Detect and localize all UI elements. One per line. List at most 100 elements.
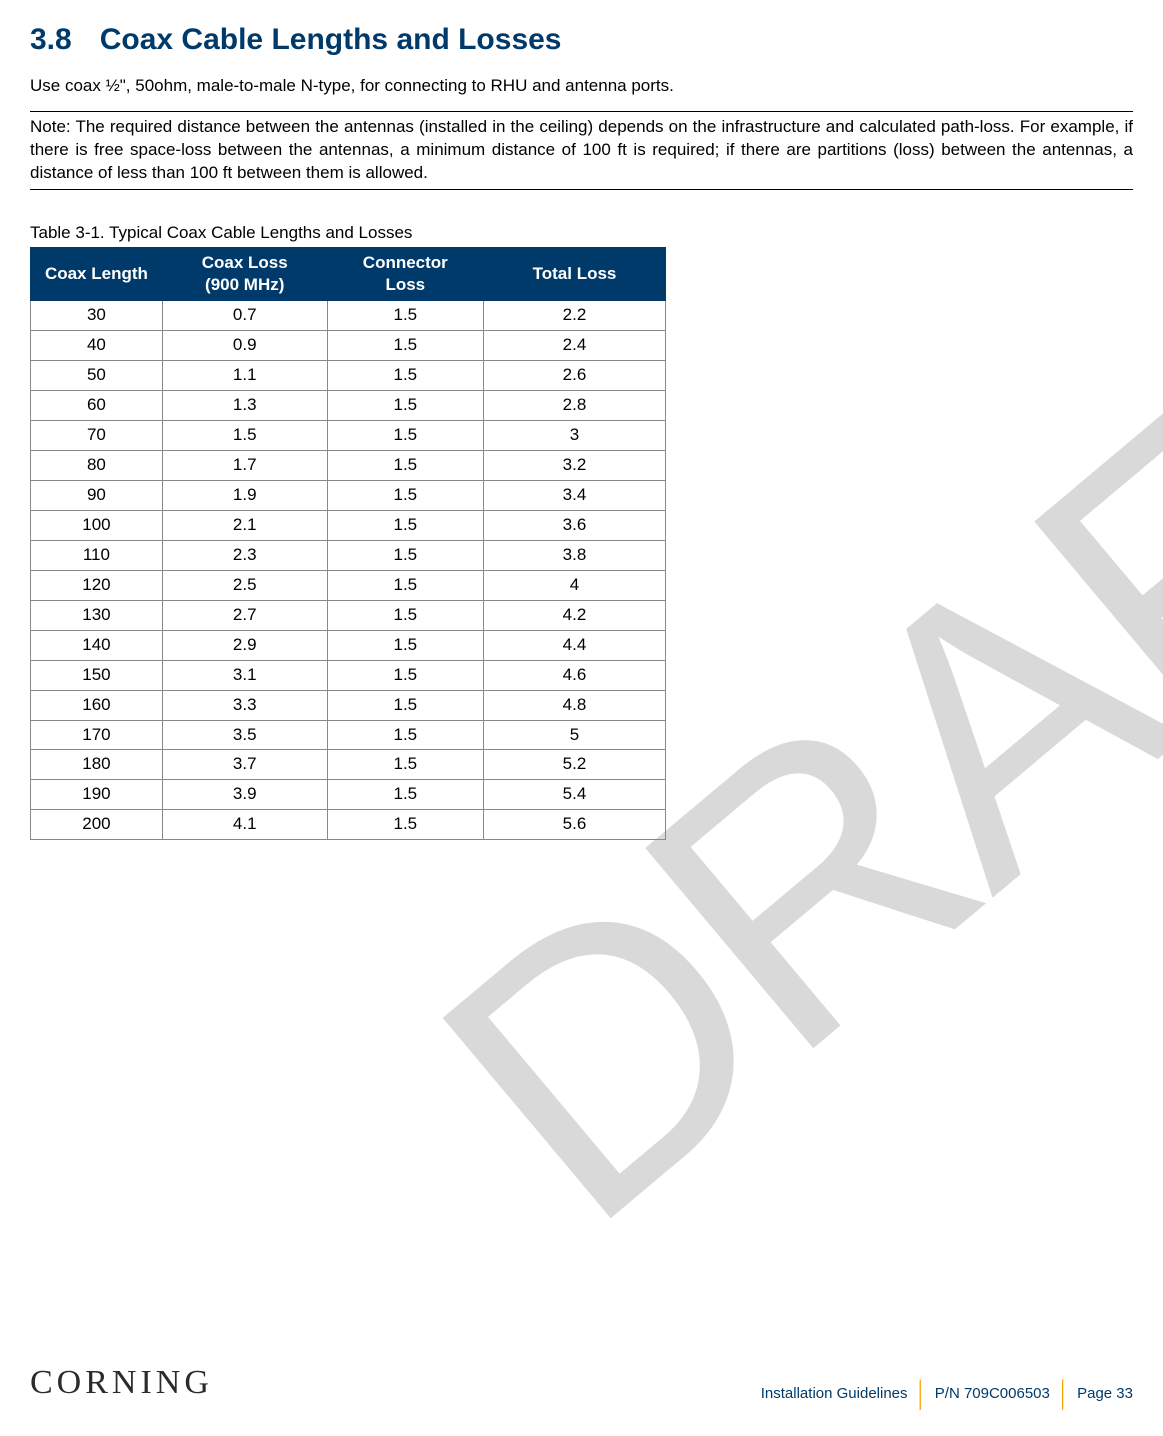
table-cell: 4.2 <box>484 600 666 630</box>
table-cell: 2.2 <box>484 301 666 331</box>
table-cell: 5.4 <box>484 780 666 810</box>
table-row: 1202.51.54 <box>31 570 666 600</box>
table-row: 601.31.52.8 <box>31 391 666 421</box>
table-cell: 1.5 <box>327 540 483 570</box>
table-cell: 120 <box>31 570 163 600</box>
table-cell: 1.5 <box>327 451 483 481</box>
table-row: 1002.11.53.6 <box>31 510 666 540</box>
table-row: 501.11.52.6 <box>31 361 666 391</box>
table-cell: 1.5 <box>327 810 483 840</box>
page-footer: CORNING Installation Guidelines │ P/N 70… <box>30 1360 1133 1406</box>
table-cell: 1.5 <box>327 750 483 780</box>
table-cell: 1.5 <box>327 421 483 451</box>
section-heading: 3.8 Coax Cable Lengths and Losses <box>30 20 1133 61</box>
table-cell: 0.7 <box>162 301 327 331</box>
table-cell: 1.5 <box>327 690 483 720</box>
table-row: 901.91.53.4 <box>31 481 666 511</box>
table-cell: 3.8 <box>484 540 666 570</box>
table-cell: 4.8 <box>484 690 666 720</box>
section-title: Coax Cable Lengths and Losses <box>100 23 562 56</box>
coax-table: Coax Length Coax Loss(900 MHz) Connector… <box>30 247 666 840</box>
table-cell: 130 <box>31 600 163 630</box>
table-cell: 1.5 <box>327 780 483 810</box>
table-cell: 3.7 <box>162 750 327 780</box>
table-cell: 2.3 <box>162 540 327 570</box>
col-total-loss: Total Loss <box>484 248 666 301</box>
table-cell: 50 <box>31 361 163 391</box>
table-cell: 2.1 <box>162 510 327 540</box>
table-cell: 140 <box>31 630 163 660</box>
table-cell: 3.2 <box>484 451 666 481</box>
table-cell: 80 <box>31 451 163 481</box>
table-cell: 1.5 <box>327 331 483 361</box>
table-cell: 1.5 <box>162 421 327 451</box>
table-cell: 40 <box>31 331 163 361</box>
table-row: 1603.31.54.8 <box>31 690 666 720</box>
table-cell: 1.5 <box>327 630 483 660</box>
table-cell: 1.5 <box>327 361 483 391</box>
table-row: 801.71.53.2 <box>31 451 666 481</box>
table-cell: 0.9 <box>162 331 327 361</box>
table-cell: 1.5 <box>327 570 483 600</box>
table-row: 2004.11.55.6 <box>31 810 666 840</box>
table-cell: 1.3 <box>162 391 327 421</box>
table-cell: 3.1 <box>162 660 327 690</box>
table-cell: 3.9 <box>162 780 327 810</box>
table-row: 1503.11.54.6 <box>31 660 666 690</box>
table-cell: 110 <box>31 540 163 570</box>
col-coax-length: Coax Length <box>31 248 163 301</box>
table-cell: 4.4 <box>484 630 666 660</box>
table-cell: 190 <box>31 780 163 810</box>
footer-page: Page 33 <box>1077 1384 1133 1404</box>
table-cell: 160 <box>31 690 163 720</box>
note-block: Note: The required distance between the … <box>30 111 1133 190</box>
table-cell: 2.7 <box>162 600 327 630</box>
table-cell: 100 <box>31 510 163 540</box>
table-row: 1703.51.55 <box>31 720 666 750</box>
table-row: 1903.91.55.4 <box>31 780 666 810</box>
table-cell: 2.8 <box>484 391 666 421</box>
table-cell: 1.5 <box>327 510 483 540</box>
table-cell: 3.4 <box>484 481 666 511</box>
table-cell: 2.9 <box>162 630 327 660</box>
col-coax-loss: Coax Loss(900 MHz) <box>162 248 327 301</box>
table-cell: 3.3 <box>162 690 327 720</box>
footer-pn: P/N 709C006503 <box>935 1384 1050 1404</box>
table-cell: 5 <box>484 720 666 750</box>
table-cell: 2.6 <box>484 361 666 391</box>
table-caption: Table 3-1. Typical Coax Cable Lengths an… <box>30 222 1133 245</box>
table-cell: 1.7 <box>162 451 327 481</box>
table-cell: 5.6 <box>484 810 666 840</box>
corning-logo: CORNING <box>30 1360 213 1406</box>
table-cell: 3 <box>484 421 666 451</box>
table-cell: 5.2 <box>484 750 666 780</box>
footer-right: Installation Guidelines │ P/N 709C006503… <box>761 1382 1133 1406</box>
table-cell: 30 <box>31 301 163 331</box>
intro-text: Use coax ½", 50ohm, male-to-male N-type,… <box>30 75 1133 98</box>
table-row: 1302.71.54.2 <box>31 600 666 630</box>
table-cell: 170 <box>31 720 163 750</box>
table-cell: 1.5 <box>327 600 483 630</box>
table-row: 400.91.52.4 <box>31 331 666 361</box>
table-cell: 4 <box>484 570 666 600</box>
table-cell: 1.5 <box>327 301 483 331</box>
table-row: 1402.91.54.4 <box>31 630 666 660</box>
table-row: 1102.31.53.8 <box>31 540 666 570</box>
table-cell: 1.9 <box>162 481 327 511</box>
table-cell: 2.4 <box>484 331 666 361</box>
table-cell: 180 <box>31 750 163 780</box>
table-cell: 2.5 <box>162 570 327 600</box>
footer-sep-icon: │ <box>916 1377 927 1411</box>
table-cell: 3.5 <box>162 720 327 750</box>
section-number: 3.8 <box>30 23 72 56</box>
table-cell: 1.5 <box>327 481 483 511</box>
table-row: 1803.71.55.2 <box>31 750 666 780</box>
table-cell: 4.6 <box>484 660 666 690</box>
table-cell: 70 <box>31 421 163 451</box>
table-cell: 1.5 <box>327 660 483 690</box>
table-row: 300.71.52.2 <box>31 301 666 331</box>
col-connector-loss: ConnectorLoss <box>327 248 483 301</box>
table-cell: 90 <box>31 481 163 511</box>
footer-sep-icon: │ <box>1058 1377 1069 1411</box>
table-cell: 150 <box>31 660 163 690</box>
